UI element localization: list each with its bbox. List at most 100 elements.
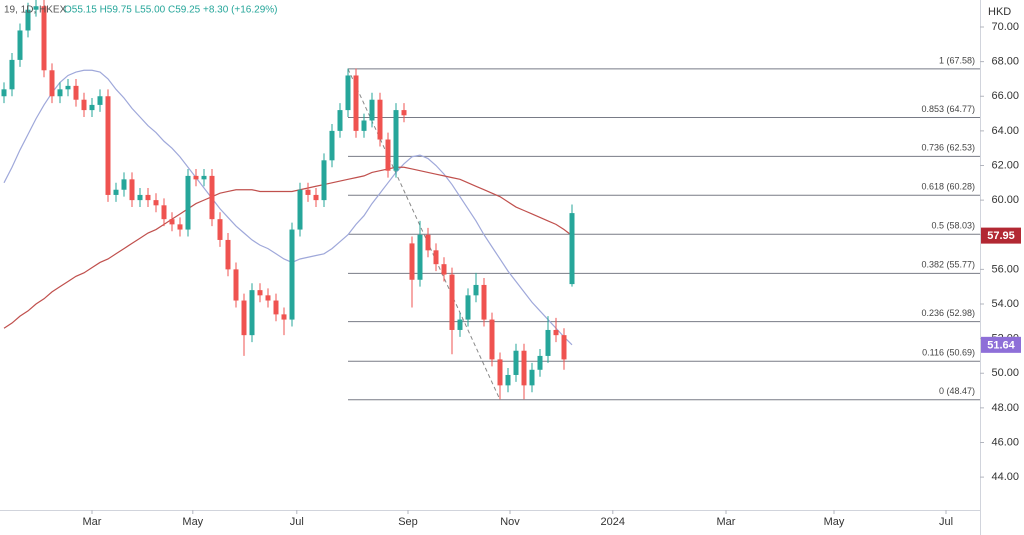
candle-body — [449, 274, 455, 330]
y-tick-label: 66.00 — [991, 90, 1019, 102]
y-tick-label: 64.00 — [991, 125, 1019, 137]
candle-body — [121, 179, 127, 190]
symbol-header: 19, 1D, HKEX — [4, 5, 67, 16]
moving-average — [3, 69, 573, 346]
candle-body — [561, 335, 567, 360]
candle-body — [49, 70, 55, 97]
candle-body — [385, 139, 391, 171]
x-tick-label: Sep — [398, 516, 418, 528]
candle-body — [441, 264, 447, 275]
fib-label: 0.236 (52.98) — [921, 308, 975, 318]
candle-body — [553, 329, 559, 336]
candle-body — [161, 205, 167, 220]
candle-body — [529, 369, 535, 386]
candle-body — [353, 75, 359, 131]
price-tag-label: 51.64 — [987, 339, 1015, 351]
candle-body — [145, 194, 151, 201]
candle-body — [537, 355, 543, 370]
plot-area: 1 (67.58) 0.853 (64.77) 0.736 (62.53) 0.618… — [1, 0, 980, 401]
moving-average — [3, 166, 573, 329]
x-tick-label: 2024 — [601, 516, 625, 528]
fib-label: 0.618 (60.28) — [921, 182, 975, 192]
candle-body — [305, 189, 311, 195]
y-tick-label: 68.00 — [991, 56, 1019, 68]
y-tick-label: 44.00 — [991, 471, 1019, 483]
candle-body — [241, 300, 247, 336]
y-tick-label: 54.00 — [991, 298, 1019, 310]
y-tick-label: 62.00 — [991, 159, 1019, 171]
candle-body — [345, 75, 351, 111]
candle-body — [569, 213, 575, 285]
candle-body — [281, 314, 287, 320]
candle-body — [25, 9, 31, 31]
candle-body — [417, 234, 423, 280]
x-tick-label: May — [182, 516, 203, 528]
candle-body — [481, 284, 487, 320]
candle-body — [249, 290, 255, 336]
y-tick-label: 48.00 — [991, 402, 1019, 414]
candle-body — [473, 284, 479, 296]
candle-body — [313, 194, 319, 201]
x-tick-label: Mar — [717, 516, 736, 528]
candle-body — [89, 104, 95, 111]
candle-body — [297, 189, 303, 230]
candle-body — [73, 85, 79, 100]
axes: 44.0046.0048.0050.0052.0054.0056.0058.00… — [83, 21, 1021, 528]
price-tag — [981, 227, 1021, 244]
candle-body — [289, 229, 295, 320]
x-tick-label: Jul — [939, 516, 953, 528]
price-tag-label: 57.95 — [987, 230, 1015, 242]
candle-body — [17, 30, 23, 60]
fib-label: 0.736 (62.53) — [921, 143, 975, 153]
fib-label: 0.382 (55.77) — [921, 260, 975, 270]
fib-label: 0.853 (64.77) — [921, 104, 975, 114]
y-tick-label: 56.00 — [991, 263, 1019, 275]
candle-body — [425, 234, 431, 251]
candle-body — [57, 89, 63, 97]
fib-label: 0.116 (50.69) — [922, 348, 975, 358]
candle-body — [329, 130, 335, 161]
candle-body — [369, 99, 375, 121]
y-tick-label: 46.00 — [991, 436, 1019, 448]
x-tick-label: May — [824, 516, 845, 528]
candle-body — [33, 6, 39, 10]
candle-body — [489, 319, 495, 360]
y-tick-label: 60.00 — [991, 194, 1019, 206]
candle-body — [433, 250, 439, 265]
candle-body — [129, 179, 135, 201]
y-tick-label: 50.00 — [991, 367, 1019, 379]
fib-label: 0.5 (58.03) — [931, 221, 975, 231]
candle-body — [113, 189, 119, 195]
candle-body — [185, 175, 191, 230]
candle-body — [105, 96, 111, 195]
candle-body — [361, 120, 367, 131]
candle-body — [409, 243, 415, 280]
candle-body — [257, 290, 263, 296]
candle-body — [513, 350, 519, 375]
x-tick-label: Mar — [83, 516, 102, 528]
candle-body — [41, 6, 47, 71]
candle-body — [465, 295, 471, 320]
fib-label: 0 (48.47) — [939, 386, 975, 396]
candle-body — [137, 194, 143, 201]
candle-body — [401, 110, 407, 116]
fib-label: 1 (67.58) — [939, 55, 975, 65]
candle-body — [393, 110, 399, 171]
candle-body — [169, 219, 175, 225]
candle-body — [273, 300, 279, 315]
candle-body — [209, 175, 215, 220]
candle-body — [337, 110, 343, 131]
x-tick-label: Jul — [290, 516, 304, 528]
candle-body — [65, 85, 71, 90]
candle-body — [265, 295, 271, 301]
candle-body — [153, 200, 159, 206]
candle-body — [233, 269, 239, 301]
candle-body — [217, 219, 223, 240]
candle-body — [1, 89, 7, 97]
candle-body — [201, 175, 207, 180]
candle-body — [9, 59, 15, 90]
candle-body — [193, 175, 199, 180]
candle-body — [97, 96, 103, 105]
